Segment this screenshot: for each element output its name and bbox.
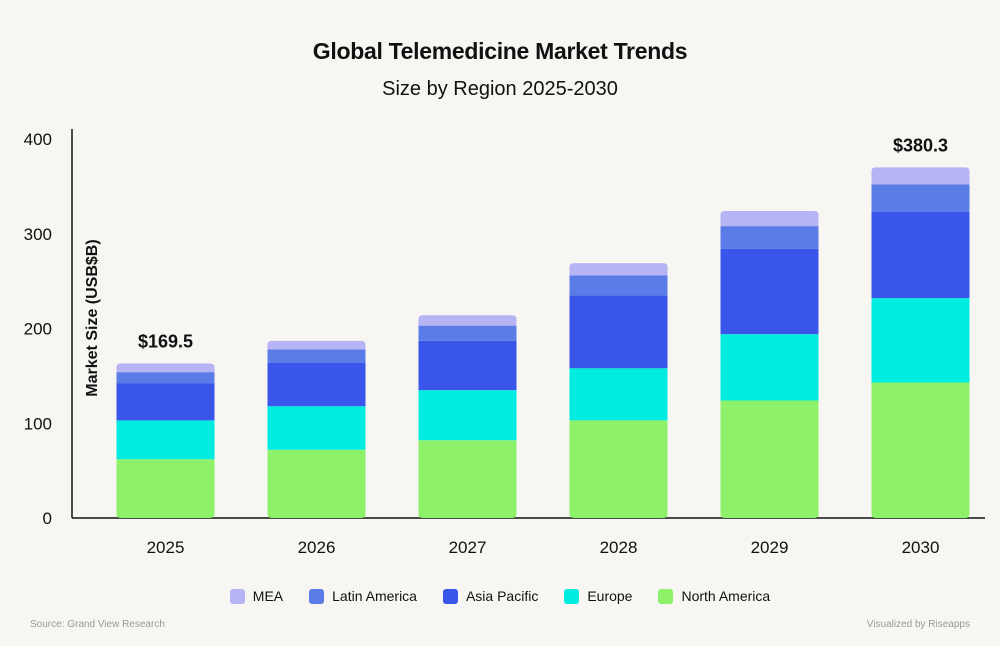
chart-subtitle: Size by Region 2025-2030 [382, 78, 618, 100]
bar-north-america-2028 [569, 420, 668, 518]
bar-latin-america-2028 [569, 275, 668, 296]
x-tick-label: 2028 [600, 538, 638, 557]
bar-latin-america-2026 [267, 349, 366, 363]
legend-swatch [229, 588, 245, 604]
credit-brand: Riseapps [928, 619, 970, 630]
y-axis-label: Market Size (USB$B) [84, 239, 101, 396]
y-tick-label: 200 [24, 320, 52, 339]
y-tick-label: 400 [24, 130, 52, 149]
legend-item-north-america: North America [658, 588, 770, 604]
x-tick-label: 2025 [147, 538, 185, 557]
y-tick-label: 0 [43, 509, 52, 528]
bar-north-america-2025 [116, 459, 215, 518]
legend-item-mea: MEA [229, 588, 284, 604]
x-tick-label: 2027 [449, 538, 487, 557]
bar-north-america-2027 [418, 440, 517, 518]
legend-swatch [309, 588, 325, 604]
bar-latin-america-2029 [720, 226, 819, 249]
bar-mea-2030 [871, 167, 970, 185]
legend-label: MEA [252, 588, 284, 604]
legend: MEA Latin America Asia Pacific Europe North … [0, 588, 1000, 604]
bar-latin-america-2030 [871, 184, 970, 212]
bar-europe-2025 [116, 420, 215, 460]
bar-asia-pacific-2030 [871, 211, 970, 299]
bar-latin-america-2025 [116, 372, 215, 384]
bar-latin-america-2027 [418, 325, 517, 341]
data-label-total-2025: $169.5 [138, 332, 193, 352]
bar-north-america-2030 [871, 382, 970, 518]
x-tick-label: 2026 [298, 538, 336, 557]
bar-north-america-2029 [720, 400, 819, 518]
source-note: Source: Grand View Research [30, 619, 165, 630]
bar-mea-2029 [720, 211, 819, 227]
bar-asia-pacific-2026 [267, 362, 366, 407]
chart-title: Global Telemedicine Market Trends [312, 38, 688, 64]
bar-europe-2029 [720, 334, 819, 401]
bar-europe-2027 [418, 390, 517, 441]
bar-asia-pacific-2025 [116, 383, 215, 421]
y-tick-label: 100 [24, 414, 52, 433]
bar-europe-2030 [871, 298, 970, 383]
bar-asia-pacific-2028 [569, 295, 668, 369]
bar-north-america-2026 [267, 449, 366, 518]
credit-note: Visualized by Riseapps [867, 619, 970, 630]
legend-item-europe: Europe [564, 588, 632, 604]
legend-label: Europe [587, 588, 633, 604]
legend-label: Latin America [332, 588, 417, 604]
x-tick-label: 2029 [751, 538, 789, 557]
data-label-total-2030: $380.3 [893, 135, 948, 155]
y-tick-label: 300 [24, 225, 52, 244]
legend-label: North America [681, 588, 771, 604]
bar-mea-2026 [267, 340, 366, 350]
bar-mea-2028 [569, 263, 668, 276]
legend-swatch [658, 588, 674, 604]
legend-label: Asia Pacific [465, 588, 539, 604]
bar-mea-2025 [116, 363, 215, 373]
legend-item-latin-america: Latin America [309, 588, 417, 604]
bar-europe-2026 [267, 406, 366, 450]
bar-mea-2027 [418, 315, 517, 326]
legend-item-asia-pacific: Asia Pacific [442, 588, 539, 604]
bar-asia-pacific-2029 [720, 248, 819, 335]
legend-swatch [564, 588, 580, 604]
bar-asia-pacific-2027 [418, 340, 517, 391]
x-tick-label: 2030 [902, 538, 940, 557]
legend-swatch [442, 588, 458, 604]
bar-europe-2028 [569, 368, 668, 421]
credit-prefix: Visualized by [866, 619, 926, 630]
